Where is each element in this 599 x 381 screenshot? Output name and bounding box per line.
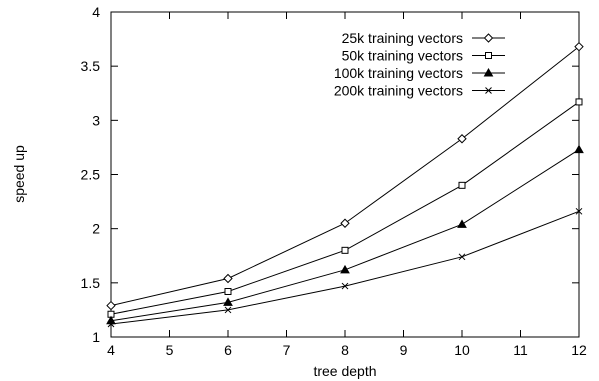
legend-label: 50k training vectors — [342, 48, 463, 64]
x-tick-label: 5 — [166, 342, 174, 358]
data-point — [458, 253, 466, 261]
y-tick-label: 2 — [92, 221, 100, 237]
y-tick-label: 1.5 — [81, 275, 101, 291]
data-point — [223, 297, 233, 306]
series-line — [110, 101, 580, 315]
legend-entry: 100k training vectors — [334, 65, 505, 81]
series-3 — [106, 144, 584, 325]
series-line — [110, 149, 580, 322]
y-tick-label: 2.5 — [81, 167, 101, 183]
data-point — [223, 273, 233, 284]
data-point — [106, 300, 116, 311]
data-point — [224, 288, 232, 295]
y-tick-label: 3.5 — [81, 58, 101, 74]
legend-entry: 50k training vectors — [342, 48, 505, 64]
legend-entry: 25k training vectors — [342, 30, 505, 46]
data-point — [340, 218, 350, 228]
x-tick-label: 10 — [454, 342, 470, 358]
x-axis-label: tree depth — [313, 363, 376, 379]
y-tick-label: 3 — [92, 112, 100, 128]
data-point — [341, 246, 349, 254]
legend-label: 25k training vectors — [342, 30, 463, 46]
data-point — [574, 144, 584, 154]
x-tick-label: 7 — [283, 342, 291, 358]
series-1 — [106, 41, 584, 311]
x-tick-label: 9 — [400, 342, 408, 358]
data-point — [340, 264, 350, 274]
series-4 — [107, 207, 583, 328]
legend-entry: 200k training vectors — [334, 83, 505, 99]
x-tick-label: 4 — [107, 342, 115, 358]
x-tick-label: 12 — [571, 342, 587, 358]
data-point — [341, 282, 349, 290]
data-point — [457, 219, 467, 228]
series-2 — [107, 98, 583, 318]
data-point — [575, 207, 583, 215]
x-tick-label: 11 — [513, 342, 528, 358]
legend-marker — [483, 67, 494, 77]
y-axis-label: speed up — [11, 145, 27, 203]
data-point — [224, 306, 232, 314]
x-tick-label: 8 — [341, 342, 349, 358]
y-tick-label: 4 — [92, 4, 100, 20]
x-tick-label: 6 — [224, 342, 232, 358]
data-point — [457, 134, 467, 144]
legend-marker — [483, 33, 494, 43]
legend-marker — [485, 52, 492, 59]
y-tick-label: 1 — [92, 329, 100, 345]
data-point — [107, 320, 115, 328]
legend-marker — [485, 87, 492, 94]
data-point — [575, 98, 583, 106]
legend-label: 200k training vectors — [334, 83, 463, 99]
legend-label: 100k training vectors — [334, 65, 463, 81]
data-point — [458, 181, 466, 189]
data-point — [574, 41, 584, 52]
